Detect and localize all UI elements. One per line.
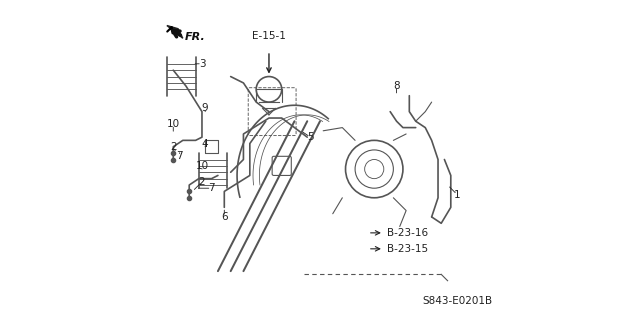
Text: S843-E0201B: S843-E0201B <box>422 296 492 306</box>
Text: 7: 7 <box>177 151 183 161</box>
Text: FR.: FR. <box>184 32 205 42</box>
Text: B-23-16: B-23-16 <box>387 228 428 238</box>
Text: E-15-1: E-15-1 <box>252 32 286 41</box>
Text: 4: 4 <box>202 138 209 149</box>
Text: 7: 7 <box>208 183 215 193</box>
Text: 1: 1 <box>454 189 461 200</box>
Text: 2: 2 <box>170 142 177 152</box>
Text: 8: 8 <box>393 81 400 91</box>
Text: 10: 10 <box>195 161 209 171</box>
Text: B-23-15: B-23-15 <box>387 244 428 254</box>
Text: 2: 2 <box>198 177 205 187</box>
Text: 10: 10 <box>166 119 180 130</box>
Polygon shape <box>167 26 183 38</box>
Text: 3: 3 <box>198 59 205 69</box>
Text: 6: 6 <box>221 212 228 222</box>
Text: 9: 9 <box>202 103 209 114</box>
Text: 5: 5 <box>307 132 314 142</box>
